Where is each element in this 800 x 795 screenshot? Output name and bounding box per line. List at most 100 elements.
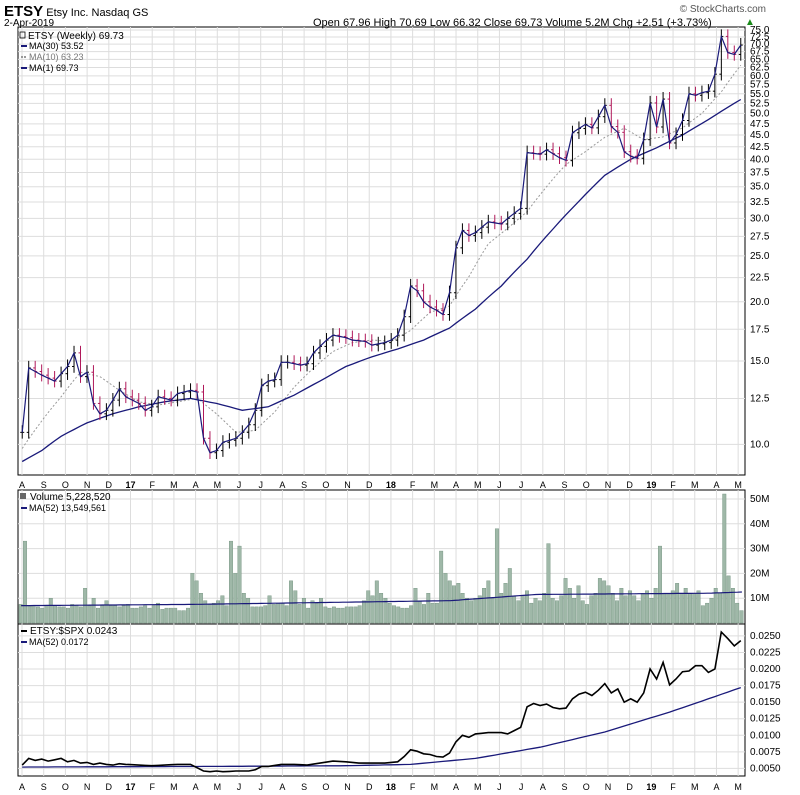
volume-bar [645,590,650,624]
month-label: A [19,480,25,490]
month-label: A [453,480,459,490]
volume-bar [211,602,216,624]
volume-bar [319,597,323,624]
volume-bar [632,595,637,624]
volume-bar [229,540,233,624]
month-label: J [497,782,502,792]
volume-bar [344,606,349,624]
volume-bar [593,593,598,624]
month-label: M [170,480,178,490]
month-label: 17 [125,480,135,490]
ratio-tick-label: 0.0050 [750,763,781,774]
month-label: A [713,480,719,490]
month-label: S [301,480,307,490]
volume-bar [216,600,221,624]
month-label: M [474,782,482,792]
volume-bar [525,590,529,624]
volume-bar [409,605,414,624]
volume-bar [447,580,452,624]
month-label: O [322,480,329,490]
price-tick-label: 25.0 [750,251,770,262]
volume-bar [323,606,328,624]
volume-bar [259,606,263,624]
month-label: M [474,480,482,490]
ratio-ma52-line [22,686,742,768]
price-tick-label: 22.5 [750,273,770,284]
volume-bar [147,607,152,624]
volume-bar [713,588,718,624]
month-label: F [149,782,155,792]
volume-bar [297,604,302,624]
volume-bar [679,593,684,624]
month-label: D [626,782,633,792]
price-tick-label: 72.5 [750,32,770,43]
price-tick-label: 12.5 [750,393,770,404]
month-label: N [344,480,351,490]
price-legend-entry: MA(1) 69.73 [29,63,79,73]
volume-bar [117,606,122,624]
volume-bar [224,605,229,624]
month-label: 18 [386,480,396,490]
volume-bar [670,590,675,624]
volume-bar [263,605,268,624]
volume-bar [254,606,259,624]
month-label: F [670,782,676,792]
ratio-tick-label: 0.0200 [750,664,781,675]
volume-bar [550,597,555,624]
price-legend-entry: MA(30) 53.52 [29,41,84,51]
volume-bar [439,550,444,624]
month-label: J [519,480,524,490]
volume-bar [113,605,118,624]
volume-bar [602,580,607,624]
month-label: D [626,480,633,490]
price-tick-label: 67.5 [750,47,770,58]
month-label: D [366,782,373,792]
month-label: M [691,782,699,792]
volume-bar [692,593,697,624]
volume-tick-label: 10M [750,593,769,604]
volume-bar [417,600,422,624]
volume-bar [78,606,83,624]
month-label: S [41,480,47,490]
volume-bar [486,580,491,624]
price-tick-label: 42.5 [750,142,770,153]
volume-bar [649,597,654,624]
volume-bar [138,606,143,624]
company-name: Etsy Inc. [46,7,89,19]
volume-bar [572,597,577,624]
month-label: M [734,782,742,792]
volume-bar [726,575,731,624]
volume-bar [580,600,585,624]
month-label: F [149,480,155,490]
price-tick-label: 45.0 [750,130,770,141]
volume-bar [134,607,139,624]
month-label: S [562,480,568,490]
volume-bar [65,607,70,624]
volume-bar [203,600,208,624]
month-label: M [431,782,439,792]
volume-bar [490,597,495,624]
price-tick-label: 27.5 [750,231,770,242]
ratio-panel-title: ETSY:$SPX 0.0243 [30,626,118,637]
price-tick-label: 52.5 [750,98,770,109]
volume-bar [246,597,251,624]
volume-bar [314,602,319,624]
ticker-symbol: ETSY [4,3,44,20]
volume-bar [477,595,482,624]
volume-bar [623,595,628,624]
volume-bar [404,607,409,624]
volume-bar [173,607,178,624]
volume-bar [370,595,375,624]
volume-bar [181,610,186,624]
month-label: M [170,782,178,792]
ticker-title: ETSY Etsy Inc. Nasdaq GS [4,3,148,20]
volume-bar [194,580,199,624]
volume-bar [606,585,611,624]
volume-bar [361,600,366,624]
volume-bar [276,602,281,624]
volume-bar [53,605,58,624]
panel-frame-1 [17,26,746,476]
price-tick-label: 62.5 [750,62,770,73]
volume-bar [730,588,735,624]
